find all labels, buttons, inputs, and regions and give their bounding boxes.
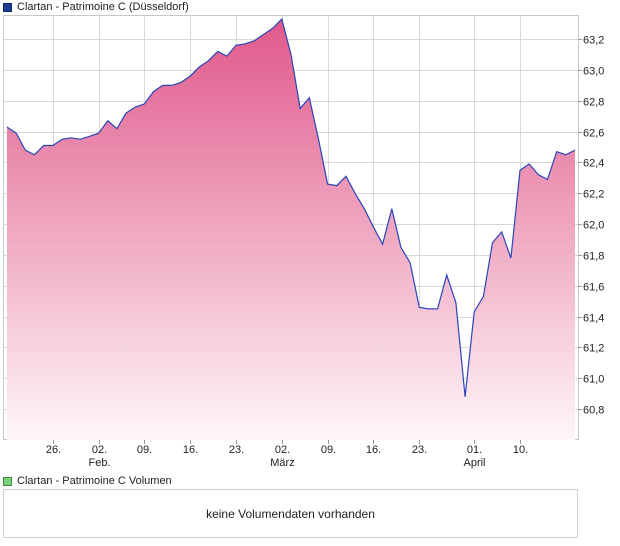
y-tick-label: 62,6 — [583, 128, 604, 140]
price-legend-swatch — [3, 2, 12, 12]
y-tick-label: 61,8 — [583, 251, 604, 263]
price-legend-label: Clartan - Patrimoine C (Düsseldorf) — [17, 1, 189, 13]
x-tick-label: 01. — [467, 444, 482, 456]
y-tick-label: 61,4 — [583, 313, 604, 325]
y-tick-label: 60,8 — [583, 405, 604, 417]
volume-legend-swatch — [3, 476, 12, 486]
x-tick-label: 23. — [229, 444, 244, 456]
x-tick-label: 16. — [183, 444, 198, 456]
y-tick-label: 62,2 — [583, 189, 604, 201]
x-month-label: März — [270, 457, 294, 469]
x-tick-label: 02. — [275, 444, 290, 456]
x-tick-label: 23. — [412, 444, 427, 456]
x-month-label: April — [463, 457, 485, 469]
y-tick-label: 63,2 — [583, 35, 604, 47]
x-tick-label: 16. — [366, 444, 381, 456]
y-tick-label: 61,2 — [583, 343, 604, 355]
price-line — [6, 17, 576, 397]
y-tick-label: 63,0 — [583, 66, 604, 78]
x-month-label: Feb. — [88, 457, 110, 469]
volume-panel: keine Volumendaten vorhanden — [3, 489, 578, 538]
x-tick-label: 26. — [46, 444, 61, 456]
y-tick-label: 61,0 — [583, 374, 604, 386]
price-chart: 63,2 63,0 62,8 62,6 62,4 62,2 62,0 61,8 61,6 61,4… — [3, 15, 604, 469]
volume-legend-label: Clartan - Patrimoine C Volumen — [17, 475, 172, 487]
y-tick-label: 62,8 — [583, 97, 604, 109]
price-area — [7, 19, 575, 440]
x-tick-label: 09. — [321, 444, 336, 456]
volume-legend: Clartan - Patrimoine C Volumen — [3, 474, 172, 488]
x-tick-label: 02. — [92, 444, 107, 456]
price-legend: Clartan - Patrimoine C (Düsseldorf) — [3, 0, 189, 14]
y-axis-ticks: 63,2 63,0 62,8 62,6 62,4 62,2 62,0 61,8 61,6 61,4… — [578, 35, 604, 417]
x-tick-label: 09. — [137, 444, 152, 456]
y-tick-label: 61,6 — [583, 282, 604, 294]
x-tick-label: 10. — [513, 444, 528, 456]
no-volume-message: keine Volumendaten vorhanden — [206, 506, 375, 521]
y-tick-label: 62,4 — [583, 158, 604, 170]
y-tick-label: 62,0 — [583, 220, 604, 232]
